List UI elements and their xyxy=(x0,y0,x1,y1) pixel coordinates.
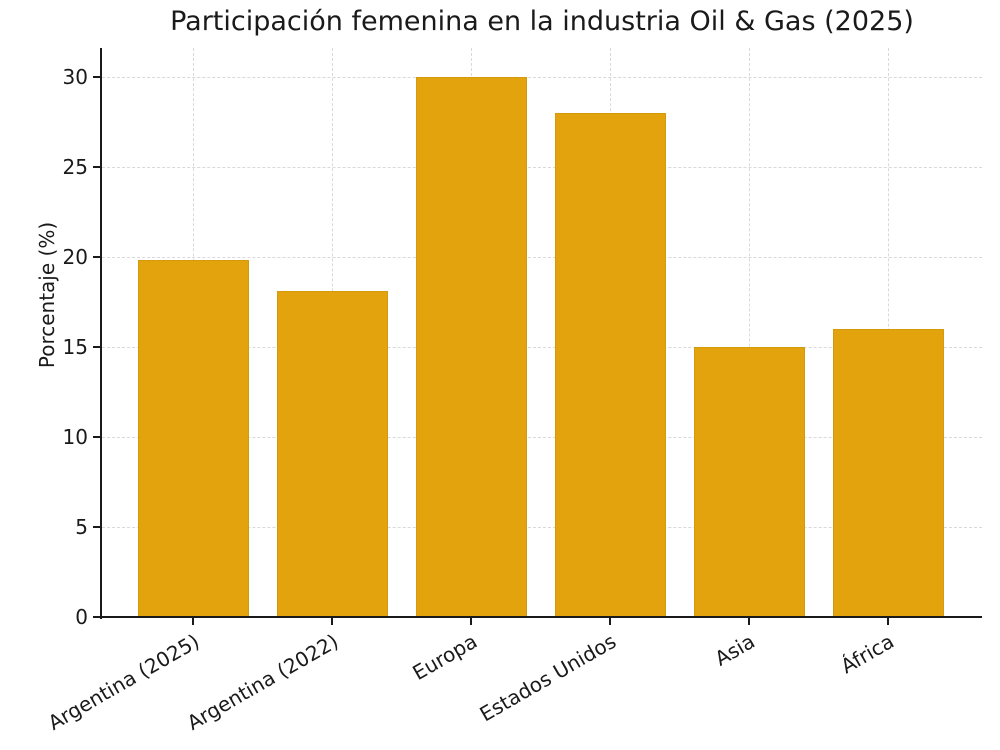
v-gridline xyxy=(749,48,750,617)
y-tick-mark xyxy=(93,165,100,168)
x-axis xyxy=(100,616,982,618)
x-tick-mark xyxy=(192,618,194,625)
y-tick-label: 25 xyxy=(62,154,88,179)
h-gridline xyxy=(102,76,982,78)
y-tick-mark xyxy=(93,75,100,78)
y-tick-mark xyxy=(93,525,100,528)
y-tick-mark xyxy=(93,345,100,348)
y-tick-mark xyxy=(93,435,100,438)
x-tick-label: Asia xyxy=(710,629,759,671)
x-tick-mark xyxy=(887,618,889,625)
x-tick-label: Europa xyxy=(408,629,481,685)
y-tick-label: 20 xyxy=(62,244,88,269)
h-gridline xyxy=(102,346,982,348)
x-tick-label: Argentina (2025) xyxy=(43,629,204,735)
h-gridline xyxy=(102,526,982,528)
bar xyxy=(415,76,527,617)
y-axis xyxy=(100,48,102,619)
x-tick-label: Estados Unidos xyxy=(475,629,620,727)
bar xyxy=(832,328,944,617)
bar xyxy=(137,260,249,617)
x-tick-mark xyxy=(609,618,611,625)
y-tick-label: 30 xyxy=(62,64,88,89)
x-tick-label: África xyxy=(836,629,898,679)
bar xyxy=(693,346,805,617)
bar xyxy=(554,112,666,617)
y-tick-label: 0 xyxy=(75,605,88,629)
x-tick-mark xyxy=(748,618,750,625)
x-tick-label: Argentina (2022) xyxy=(182,629,342,735)
y-tick-mark xyxy=(93,255,100,258)
h-gridline xyxy=(102,166,982,168)
h-gridline xyxy=(102,256,982,258)
chart-title: Participación femenina en la industria O… xyxy=(170,6,914,37)
y-tick-label: 5 xyxy=(75,514,88,539)
plot-area xyxy=(102,48,982,617)
h-gridline xyxy=(102,436,982,438)
y-tick-label: 10 xyxy=(62,424,88,449)
bar xyxy=(276,291,388,617)
x-tick-mark xyxy=(331,618,333,625)
x-tick-mark xyxy=(470,618,472,625)
y-tick-label: 15 xyxy=(62,334,88,359)
y-tick-mark xyxy=(93,616,100,618)
